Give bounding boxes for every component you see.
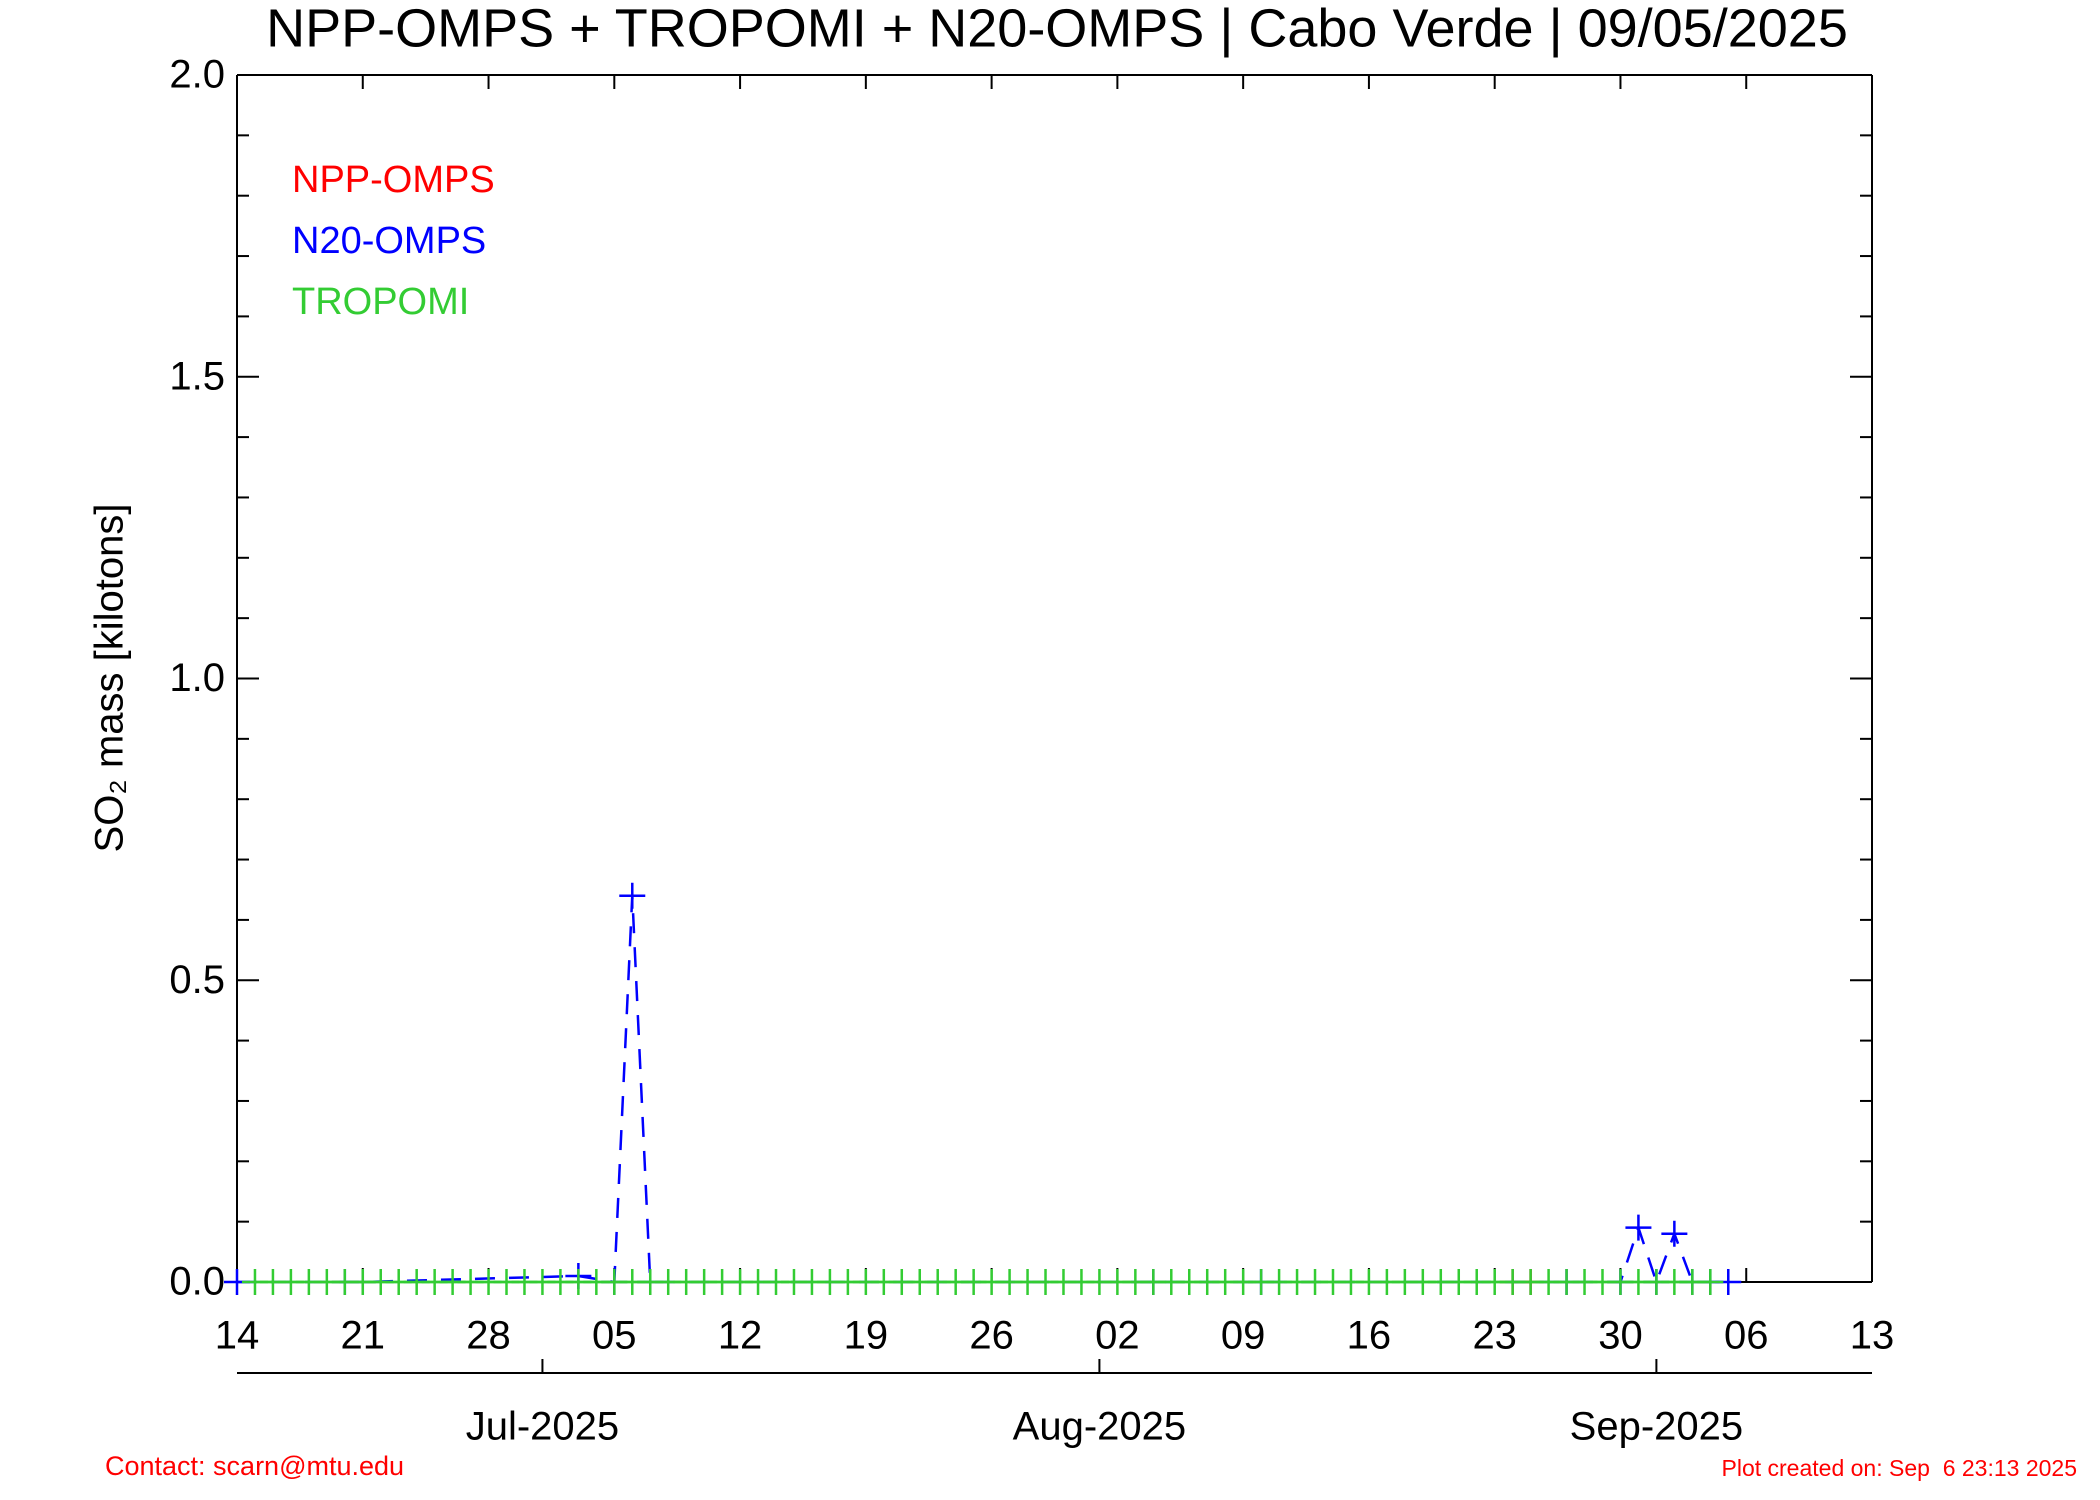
x-tick-label: 28: [466, 1314, 511, 1358]
x-tick-label: 14: [215, 1314, 260, 1358]
contact: Contact: scarn@mtu.edu: [105, 1451, 404, 1481]
chart-title: NPP-OMPS + TROPOMI + N20-OMPS | Cabo Ver…: [266, 0, 1848, 58]
y-tick-label: 0.5: [169, 958, 225, 1002]
point-marker: [1697, 1269, 1724, 1295]
point-marker: [619, 882, 646, 909]
y-tick-label: 1.5: [169, 354, 225, 398]
x-tick-label: 13: [1850, 1314, 1895, 1358]
legend-label: TROPOMI: [292, 281, 469, 323]
x-tick-label: 26: [969, 1314, 1014, 1358]
y-tick-label: 0.0: [169, 1260, 225, 1304]
x-tick-label: 23: [1472, 1314, 1517, 1358]
month-label: Sep-2025: [1570, 1405, 1743, 1449]
y-tick-label: 1.0: [169, 656, 225, 700]
x-tick-label: 19: [844, 1314, 889, 1358]
created-note: Plot created on: Sep 6 23:13 2025: [1722, 1455, 2078, 1481]
x-tick-label: 16: [1347, 1314, 1392, 1358]
y-axis-label: SO₂ mass [kilotons]: [88, 504, 132, 853]
month-label: Jul-2025: [466, 1405, 619, 1449]
x-tick-label: 09: [1221, 1314, 1266, 1358]
legend-label: N20-OMPS: [292, 220, 486, 262]
series-line: [237, 895, 1729, 1286]
x-tick-label: 12: [718, 1314, 763, 1358]
x-tick-label: 21: [341, 1314, 386, 1358]
legend-label: NPP-OMPS: [292, 159, 495, 201]
x-tick-label: 05: [592, 1314, 637, 1358]
x-tick-label: 30: [1598, 1314, 1643, 1358]
x-tick-label: 02: [1095, 1314, 1140, 1358]
point-marker: [1625, 1214, 1652, 1241]
x-tick-label: 06: [1724, 1314, 1769, 1358]
point-marker: [1661, 1220, 1688, 1247]
month-label: Aug-2025: [1013, 1405, 1186, 1449]
y-tick-label: 2.0: [169, 53, 225, 97]
